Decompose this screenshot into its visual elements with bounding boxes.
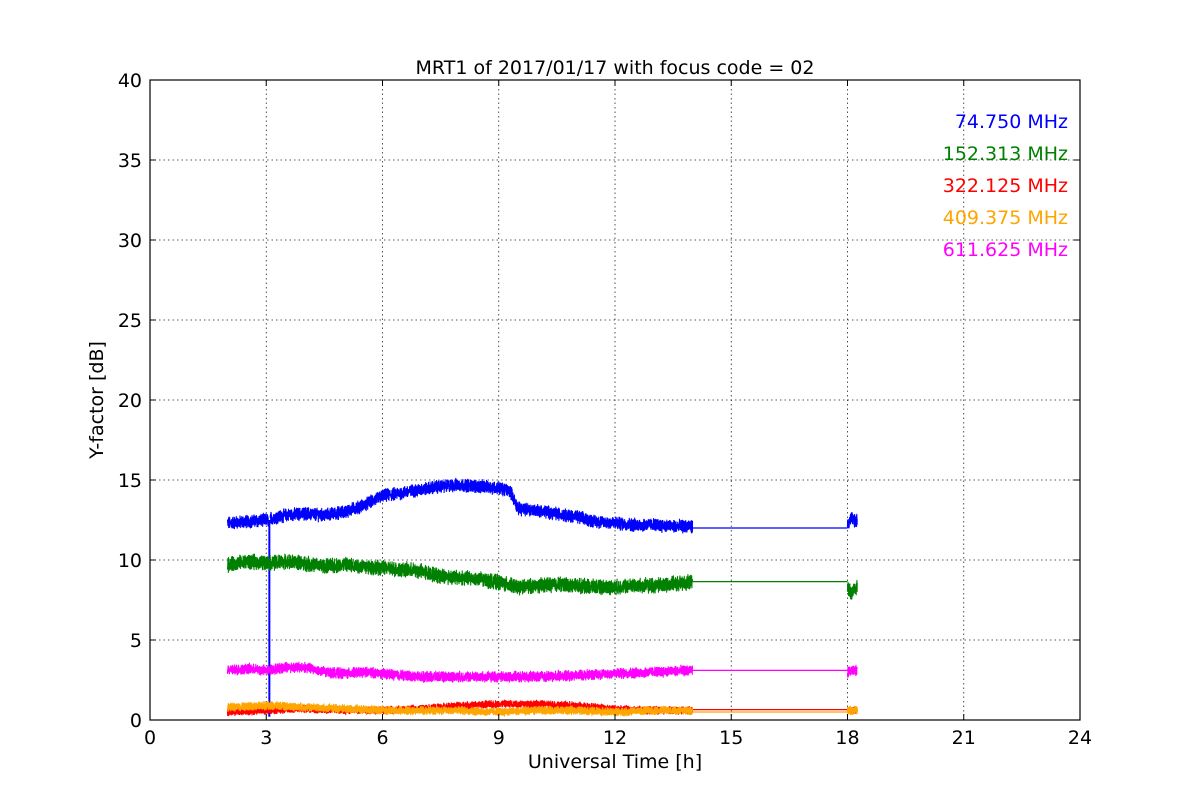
y-tick-label: 10	[118, 550, 142, 572]
series-line-segment	[226, 512, 269, 530]
x-axis-label: Universal Time [h]	[528, 751, 702, 773]
y-tick-label: 15	[118, 470, 142, 492]
chart-title: MRT1 of 2017/01/17 with focus code = 02	[416, 57, 815, 79]
y-tick-label: 25	[118, 310, 142, 332]
y-tick-label: 5	[130, 630, 142, 652]
y-tick-label: 20	[118, 390, 142, 412]
x-tick-label: 3	[260, 727, 272, 749]
series-line-segment	[269, 477, 694, 534]
x-tick-label: 6	[376, 727, 388, 749]
x-tick-label: 21	[952, 727, 976, 749]
x-tick-label: 0	[144, 727, 156, 749]
series-line-segment	[226, 661, 694, 683]
y-tick-label: 35	[118, 150, 142, 172]
axis-ticks: 0 3 6 9 12 15 18 21 24 0 5 10 15 20 25 30 35 40	[118, 70, 1092, 749]
series-line-segment	[846, 511, 858, 529]
legend: 74.750 MHz 152.313 MHz 322.125 MHz 409.375 …	[943, 111, 1068, 261]
y-axis-label: Y-factor [dB]	[86, 341, 108, 460]
legend-entry: 611.625 MHz	[943, 239, 1068, 261]
y-tick-label: 30	[118, 230, 142, 252]
legend-entry: 409.375 MHz	[943, 207, 1068, 229]
legend-entry: 322.125 MHz	[943, 175, 1068, 197]
legend-entry: 152.313 MHz	[943, 143, 1068, 165]
x-tick-label: 24	[1068, 727, 1092, 749]
x-tick-label: 12	[603, 727, 627, 749]
series-0	[226, 477, 858, 717]
series-line-segment	[846, 579, 858, 600]
grid	[150, 80, 1080, 720]
y-tick-label: 40	[118, 70, 142, 92]
x-tick-label: 18	[835, 727, 859, 749]
series-1	[226, 553, 858, 600]
series-line-segment	[846, 705, 858, 716]
y-tick-label: 0	[130, 710, 142, 732]
x-tick-label: 15	[719, 727, 743, 749]
series-line-segment	[226, 553, 694, 596]
x-tick-label: 9	[493, 727, 505, 749]
series-line-segment	[846, 664, 858, 678]
legend-entry: 74.750 MHz	[955, 111, 1068, 133]
series-4	[226, 661, 858, 683]
